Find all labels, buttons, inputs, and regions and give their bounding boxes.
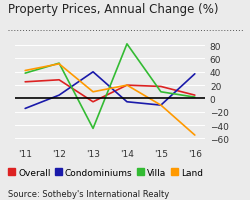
Legend: Overall, Condominiums, Villa, Land: Overall, Condominiums, Villa, Land: [8, 168, 203, 177]
Text: Source: Sotheby's International Realty: Source: Sotheby's International Realty: [8, 189, 169, 198]
Text: Property Prices, Annual Change (%): Property Prices, Annual Change (%): [8, 3, 218, 16]
